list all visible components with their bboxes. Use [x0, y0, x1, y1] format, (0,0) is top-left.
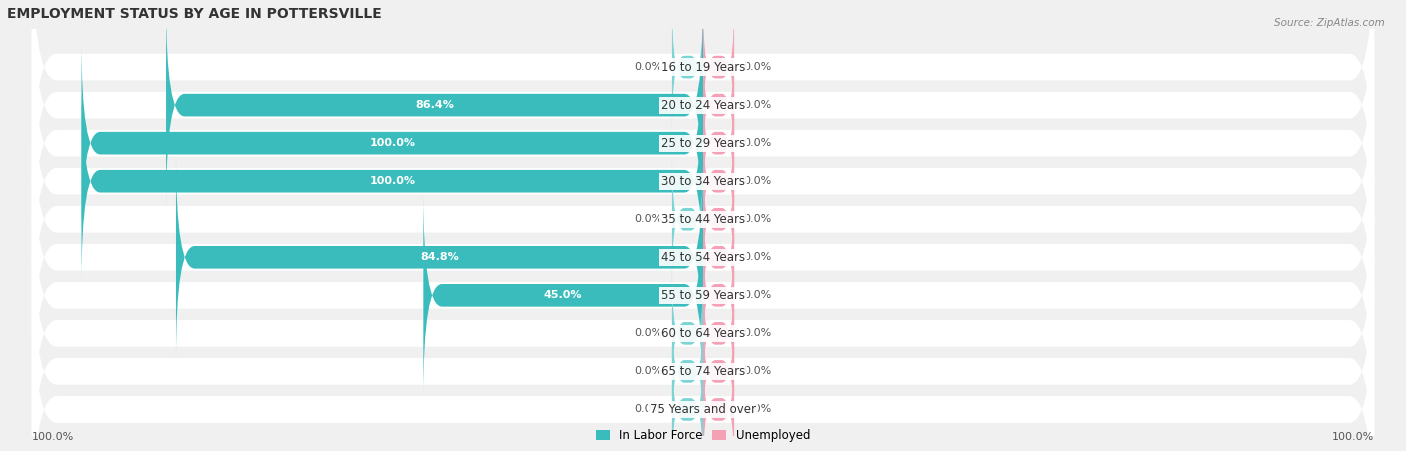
FancyBboxPatch shape	[32, 42, 1374, 320]
FancyBboxPatch shape	[166, 2, 703, 208]
FancyBboxPatch shape	[32, 156, 1374, 434]
FancyBboxPatch shape	[703, 116, 734, 246]
Text: 75 Years and over: 75 Years and over	[650, 403, 756, 416]
FancyBboxPatch shape	[703, 230, 734, 360]
FancyBboxPatch shape	[32, 194, 1374, 451]
Text: 55 to 59 Years: 55 to 59 Years	[661, 289, 745, 302]
Text: 100.0%: 100.0%	[370, 138, 415, 148]
Text: 16 to 19 Years: 16 to 19 Years	[661, 60, 745, 74]
Text: 0.0%: 0.0%	[744, 138, 772, 148]
Text: 0.0%: 0.0%	[744, 290, 772, 300]
Text: 0.0%: 0.0%	[744, 252, 772, 262]
FancyBboxPatch shape	[32, 80, 1374, 358]
Text: 0.0%: 0.0%	[744, 366, 772, 377]
FancyBboxPatch shape	[32, 0, 1374, 206]
Text: 45.0%: 45.0%	[544, 290, 582, 300]
FancyBboxPatch shape	[672, 2, 703, 132]
FancyBboxPatch shape	[703, 78, 734, 208]
Text: 100.0%: 100.0%	[1331, 432, 1374, 442]
Text: 0.0%: 0.0%	[744, 214, 772, 224]
Text: 0.0%: 0.0%	[744, 405, 772, 414]
Legend: In Labor Force, Unemployed: In Labor Force, Unemployed	[591, 424, 815, 446]
Text: 0.0%: 0.0%	[744, 328, 772, 338]
Text: 45 to 54 Years: 45 to 54 Years	[661, 251, 745, 264]
FancyBboxPatch shape	[703, 345, 734, 451]
Text: 100.0%: 100.0%	[32, 432, 75, 442]
Text: 0.0%: 0.0%	[634, 405, 662, 414]
Text: 0.0%: 0.0%	[744, 62, 772, 72]
Text: 84.8%: 84.8%	[420, 252, 458, 262]
Text: 0.0%: 0.0%	[634, 62, 662, 72]
FancyBboxPatch shape	[32, 271, 1374, 451]
FancyBboxPatch shape	[32, 0, 1374, 244]
Text: 100.0%: 100.0%	[370, 176, 415, 186]
FancyBboxPatch shape	[32, 119, 1374, 396]
FancyBboxPatch shape	[703, 41, 734, 170]
FancyBboxPatch shape	[176, 155, 703, 360]
FancyBboxPatch shape	[703, 269, 734, 398]
Text: 86.4%: 86.4%	[415, 100, 454, 110]
FancyBboxPatch shape	[672, 269, 703, 398]
FancyBboxPatch shape	[672, 155, 703, 284]
FancyBboxPatch shape	[703, 193, 734, 322]
FancyBboxPatch shape	[82, 41, 703, 246]
FancyBboxPatch shape	[703, 2, 734, 132]
Text: 0.0%: 0.0%	[634, 328, 662, 338]
FancyBboxPatch shape	[672, 307, 703, 436]
FancyBboxPatch shape	[672, 345, 703, 451]
Text: 25 to 29 Years: 25 to 29 Years	[661, 137, 745, 150]
Text: 20 to 24 Years: 20 to 24 Years	[661, 99, 745, 112]
Text: 0.0%: 0.0%	[744, 100, 772, 110]
Text: 60 to 64 Years: 60 to 64 Years	[661, 327, 745, 340]
Text: 35 to 44 Years: 35 to 44 Years	[661, 213, 745, 226]
FancyBboxPatch shape	[32, 5, 1374, 282]
Text: EMPLOYMENT STATUS BY AGE IN POTTERSVILLE: EMPLOYMENT STATUS BY AGE IN POTTERSVILLE	[7, 7, 381, 21]
FancyBboxPatch shape	[32, 233, 1374, 451]
Text: 65 to 74 Years: 65 to 74 Years	[661, 365, 745, 378]
Text: 0.0%: 0.0%	[744, 176, 772, 186]
Text: 0.0%: 0.0%	[634, 366, 662, 377]
Text: Source: ZipAtlas.com: Source: ZipAtlas.com	[1274, 18, 1385, 28]
FancyBboxPatch shape	[703, 307, 734, 436]
FancyBboxPatch shape	[423, 193, 703, 398]
FancyBboxPatch shape	[82, 78, 703, 284]
FancyBboxPatch shape	[703, 155, 734, 284]
Text: 0.0%: 0.0%	[634, 214, 662, 224]
Text: 30 to 34 Years: 30 to 34 Years	[661, 175, 745, 188]
